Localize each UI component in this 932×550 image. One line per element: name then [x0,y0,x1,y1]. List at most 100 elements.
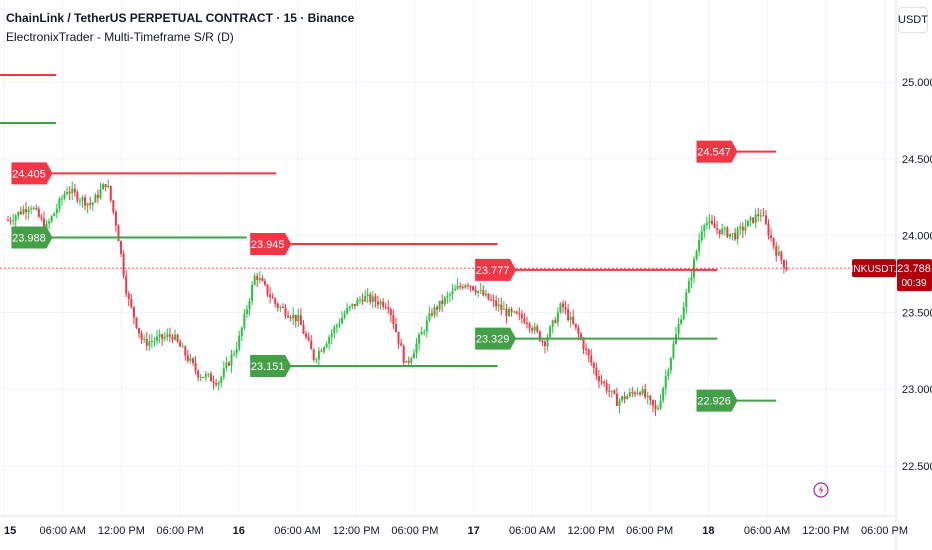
symbol-title[interactable]: ChainLink / TetherUS PERPETUAL CONTRACT … [6,11,355,25]
candle-body [220,377,223,383]
candle-body [693,259,696,278]
candle-body [215,382,218,385]
candle-body [605,383,608,391]
candle-body [27,209,30,213]
candle-body [138,327,141,334]
candle-body [148,341,151,346]
bar-countdown: 00:39 [901,278,926,289]
support-level-label: 23.988 [12,232,46,244]
time-axis[interactable]: 15 06:00 AM 12:00 PM 06:00 PM 16 06:00 AM 12:0… [0,515,908,537]
candle-body [546,337,549,347]
candle-body [597,375,600,382]
resistance-level-label-bg [475,258,517,281]
time-tick-label: 06:00 AM [509,525,555,537]
candle-body [102,184,105,190]
candle-body [341,317,344,324]
candle-body [184,346,187,356]
candle-body [592,362,595,368]
candle-body [551,320,554,327]
candle-body [410,358,413,363]
candle-body [682,307,685,320]
candle-body [150,341,153,343]
candle-body [48,221,51,224]
candle-body [572,316,575,324]
time-tick-label: 16 [233,525,245,537]
candle-body [726,227,729,237]
candle-body [179,341,182,347]
candle-body [356,299,359,306]
candle-body [371,296,374,302]
price-tick-label: 24.000 [902,231,932,243]
candle-body [40,216,43,219]
candle-body [245,309,248,314]
candle-body [623,396,626,400]
candle-body [775,246,778,256]
candle-body [561,303,564,308]
candle-body [492,299,495,301]
candle-body [397,331,400,344]
candle-body [664,376,667,388]
candle-body [425,320,428,332]
candle-body [626,396,629,400]
candle-body [767,223,770,236]
candle-body [328,337,331,344]
candle-body [382,301,385,307]
candle-body [263,280,266,285]
candle-body [412,353,415,359]
candle-body [330,332,333,338]
lightning-bolt-icon[interactable] [813,482,829,498]
time-tick-label: 06:00 PM [157,525,204,537]
candle-body [392,314,395,325]
price-axis[interactable]: 25.000 24.500 24.000 23.500 23.000 22.500 [895,0,932,550]
candle-body [156,336,159,341]
candle-body [407,360,410,363]
time-tick-label: 06:00 PM [861,525,908,537]
candle-body [734,233,737,240]
candle-body [233,353,236,355]
candle-body [636,392,639,395]
candle-body [639,392,642,395]
candle-body [17,211,20,216]
candle-body [631,392,634,394]
candle-body [500,304,503,310]
candle-body [222,368,225,378]
candle-body [325,343,328,348]
candle-body [441,300,444,305]
support-level-label: 23.329 [476,334,510,346]
candle-body [649,395,652,400]
candle-body [659,400,662,409]
candle-body [495,300,498,307]
candle-body [700,231,703,241]
indicator-label[interactable]: ElectronixTrader - Multi-Timeframe S/R (… [6,30,234,44]
candle-body [294,314,297,322]
currency-button[interactable]: USDT [898,7,928,33]
candle-body [9,220,12,222]
candle-body [461,286,464,288]
candle-body [497,304,500,307]
resistance-level-label: 23.777 [476,265,510,277]
time-tick-label: 06:00 AM [744,525,790,537]
candle-body [243,313,246,328]
candle-body [451,290,454,295]
candle-body [37,208,40,217]
candle-body [366,294,369,296]
candle-body [114,211,117,226]
candle-body [335,325,338,328]
candle-body [672,344,675,359]
candle-body [91,202,94,205]
candle-body [197,370,200,378]
candle-body [662,387,665,401]
price-tick-label: 23.000 [902,384,932,396]
support-level-label: 23.151 [251,361,285,373]
candle-body [456,285,459,289]
candle-body [428,313,431,321]
candle-body [528,323,531,329]
candle-body [168,334,171,337]
candle-body [63,194,66,199]
candle-body [585,349,588,351]
candle-body [135,317,138,328]
candle-body [554,320,557,323]
candle-body [89,203,92,205]
candle-body [633,392,636,395]
